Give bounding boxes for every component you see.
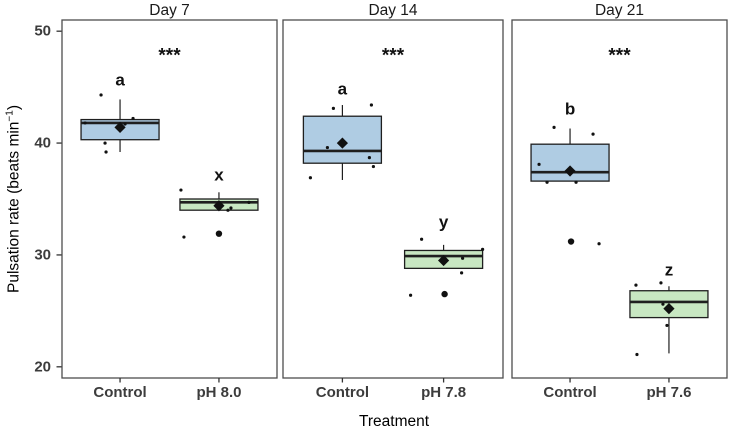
jitter-point: [83, 121, 87, 125]
mean-diamond: [663, 303, 675, 315]
outlier-point: [441, 290, 448, 298]
panel-border: [511, 19, 728, 379]
jitter-point: [537, 162, 541, 166]
mean-diamond: [564, 165, 576, 177]
y-tick-label: 20: [34, 358, 51, 375]
x-tick-label: pH 7.6: [646, 384, 691, 401]
x-tick-label: pH 8.0: [196, 384, 241, 401]
panel-title: Day 7: [149, 2, 190, 19]
y-tick-label: 30: [34, 246, 51, 263]
outlier-point: [215, 230, 223, 237]
significance-stars: ***: [608, 45, 631, 66]
group-letter: x: [214, 166, 224, 185]
panel-title: Day 21: [595, 2, 644, 19]
jitter-point: [659, 281, 663, 285]
jitter-point: [99, 93, 103, 97]
jitter-point: [325, 145, 329, 150]
significance-stars: ***: [158, 45, 181, 66]
jitter-point: [103, 141, 107, 145]
jitter-point: [226, 208, 230, 212]
jitter-point: [597, 242, 601, 246]
jitter-point: [665, 323, 669, 328]
significance-stars: ***: [382, 45, 405, 66]
jitter-point: [179, 188, 183, 192]
group-letter: a: [338, 79, 348, 98]
jitter-point: [545, 180, 549, 184]
jitter-point: [409, 293, 413, 297]
jitter-point: [182, 235, 186, 239]
y-axis-title: Pulsation rate (beats min−1): [4, 105, 23, 293]
jitter-point: [131, 116, 135, 121]
panel-border: [282, 19, 504, 379]
panel-title: Day 14: [368, 2, 417, 19]
outlier-point: [567, 238, 575, 245]
jitter-point: [123, 122, 127, 126]
y-tick-label: 40: [34, 135, 51, 152]
mean-diamond: [336, 137, 348, 149]
x-tick-label: pH 7.8: [421, 384, 466, 401]
jitter-point: [247, 200, 251, 204]
jitter-point: [574, 180, 578, 184]
x-tick-label: Control: [543, 384, 596, 401]
jitter-point: [461, 256, 465, 260]
jitter-point: [661, 302, 665, 306]
jitter-point: [591, 132, 595, 136]
jitter-point: [552, 125, 556, 129]
group-letter: z: [665, 261, 674, 280]
y-axis-title-text: Pulsation rate (beats min: [5, 121, 23, 294]
jitter-point: [104, 150, 108, 154]
jitter-point: [420, 237, 424, 241]
y-axis-title-superscript: −1: [4, 110, 16, 122]
jitter-point: [635, 352, 639, 357]
mean-diamond: [114, 121, 126, 133]
jitter-point: [460, 271, 464, 275]
group-letter: y: [439, 212, 449, 231]
y-axis-title-close: ): [5, 104, 23, 111]
x-tick-label: Control: [93, 384, 146, 401]
jitter-point: [229, 206, 233, 210]
jitter-point: [369, 103, 373, 107]
y-tick-label: 50: [34, 23, 51, 40]
jitter-point: [634, 283, 638, 287]
x-tick-label: Control: [316, 384, 369, 401]
jitter-point: [308, 176, 312, 180]
group-letter: a: [115, 70, 125, 89]
jitter-point: [367, 156, 371, 160]
mean-diamond: [213, 200, 225, 212]
group-letter: b: [565, 100, 575, 119]
jitter-point: [481, 247, 485, 251]
panel-border: [61, 19, 278, 379]
jitter-point: [331, 106, 335, 110]
mean-diamond: [438, 254, 450, 267]
x-axis-title: Treatment: [358, 413, 430, 430]
jitter-point: [371, 164, 375, 169]
